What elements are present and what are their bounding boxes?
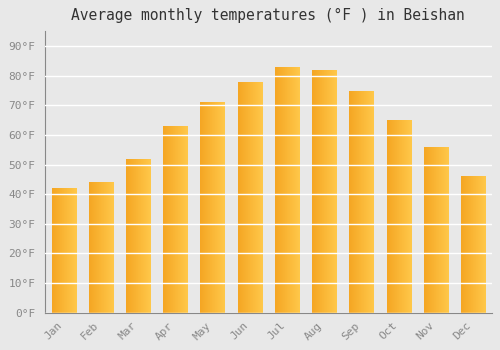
Title: Average monthly temperatures (°F ) in Beishan: Average monthly temperatures (°F ) in Be… bbox=[72, 8, 465, 23]
